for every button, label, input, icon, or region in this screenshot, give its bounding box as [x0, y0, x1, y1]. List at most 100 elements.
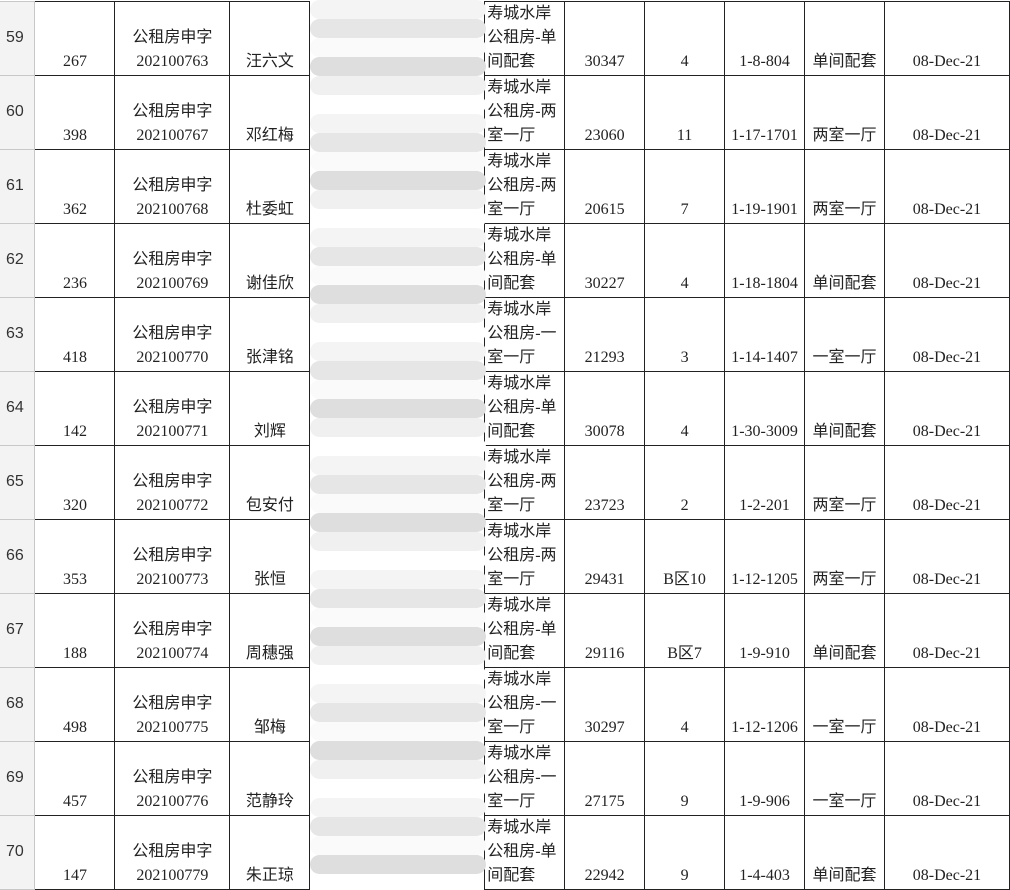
cell-redacted[interactable] [309, 667, 486, 742]
cell-name[interactable]: 邹梅 [229, 667, 311, 742]
cell-application-no[interactable]: 公租房申字 202100767 [114, 75, 231, 150]
cell-unit[interactable]: 1-8-804 [724, 1, 805, 76]
cell-type[interactable]: 单间配套 [803, 223, 885, 298]
cell-code[interactable]: 23723 [564, 445, 646, 520]
cell-seq[interactable]: 267 [34, 1, 116, 76]
cell-name[interactable]: 谢佳欣 [229, 223, 311, 298]
cell-project[interactable]: 寿城水岸公租房-单间配套 [484, 1, 566, 76]
cell-application-no[interactable]: 公租房申字 202100770 [114, 297, 231, 372]
cell-name[interactable]: 邓红梅 [229, 75, 311, 150]
cell-project[interactable]: 寿城水岸公租房-单间配套 [484, 223, 566, 298]
cell-seq[interactable]: 142 [34, 371, 116, 446]
cell-type[interactable]: 一室一厅 [803, 667, 885, 742]
cell-redacted[interactable] [309, 149, 486, 224]
cell-type[interactable]: 两室一厅 [803, 75, 885, 150]
cell-name[interactable]: 张恒 [229, 519, 311, 594]
cell-unit[interactable]: 1-4-403 [724, 815, 805, 890]
cell-project[interactable]: 寿城水岸公租房-两室一厅 [484, 149, 566, 224]
cell-name[interactable]: 汪六文 [229, 1, 311, 76]
cell-code[interactable]: 30297 [564, 667, 646, 742]
cell-unit[interactable]: 1-17-1701 [724, 75, 805, 150]
cell-building[interactable]: 4 [644, 223, 726, 298]
cell-date[interactable]: 08-Dec-21 [883, 223, 1010, 298]
cell-code[interactable]: 30227 [564, 223, 646, 298]
cell-project[interactable]: 寿城水岸公租房-两室一厅 [484, 519, 566, 594]
cell-building[interactable]: B区10 [644, 519, 726, 594]
cell-redacted[interactable] [309, 371, 486, 446]
cell-type[interactable]: 两室一厅 [803, 445, 885, 520]
cell-code[interactable]: 23060 [564, 75, 646, 150]
cell-date[interactable]: 08-Dec-21 [883, 371, 1010, 446]
cell-building[interactable]: 9 [644, 741, 726, 816]
cell-project[interactable]: 寿城水岸公租房-一室一厅 [484, 667, 566, 742]
cell-building[interactable]: 4 [644, 667, 726, 742]
cell-redacted[interactable] [309, 1, 486, 76]
row-header[interactable]: 59 [0, 1, 36, 76]
cell-building[interactable]: 3 [644, 297, 726, 372]
cell-redacted[interactable] [309, 223, 486, 298]
cell-application-no[interactable]: 公租房申字 202100774 [114, 593, 231, 668]
cell-seq[interactable]: 320 [34, 445, 116, 520]
cell-type[interactable]: 单间配套 [803, 371, 885, 446]
cell-seq[interactable]: 236 [34, 223, 116, 298]
cell-application-no[interactable]: 公租房申字 202100771 [114, 371, 231, 446]
row-header[interactable]: 63 [0, 297, 36, 372]
cell-application-no[interactable]: 公租房申字 202100775 [114, 667, 231, 742]
cell-code[interactable]: 29431 [564, 519, 646, 594]
cell-date[interactable]: 08-Dec-21 [883, 519, 1010, 594]
cell-project[interactable]: 寿城水岸公租房-两室一厅 [484, 75, 566, 150]
cell-unit[interactable]: 1-9-906 [724, 741, 805, 816]
cell-project[interactable]: 寿城水岸公租房-两室一厅 [484, 445, 566, 520]
cell-building[interactable]: 4 [644, 371, 726, 446]
cell-unit[interactable]: 1-12-1205 [724, 519, 805, 594]
cell-building[interactable]: 9 [644, 815, 726, 890]
cell-redacted[interactable] [309, 593, 486, 668]
cell-seq[interactable]: 188 [34, 593, 116, 668]
row-header[interactable]: 69 [0, 741, 36, 816]
cell-code[interactable]: 22942 [564, 815, 646, 890]
cell-building[interactable]: 11 [644, 75, 726, 150]
cell-name[interactable]: 范静玲 [229, 741, 311, 816]
row-header[interactable]: 64 [0, 371, 36, 446]
cell-project[interactable]: 寿城水岸公租房-单间配套 [484, 815, 566, 890]
cell-unit[interactable]: 1-18-1804 [724, 223, 805, 298]
cell-type[interactable]: 单间配套 [803, 1, 885, 76]
cell-code[interactable]: 21293 [564, 297, 646, 372]
cell-unit[interactable]: 1-30-3009 [724, 371, 805, 446]
cell-seq[interactable]: 418 [34, 297, 116, 372]
cell-type[interactable]: 一室一厅 [803, 297, 885, 372]
cell-redacted[interactable] [309, 75, 486, 150]
cell-name[interactable]: 朱正琼 [229, 815, 311, 890]
cell-date[interactable]: 08-Dec-21 [883, 149, 1010, 224]
cell-application-no[interactable]: 公租房申字 202100776 [114, 741, 231, 816]
row-header[interactable]: 66 [0, 519, 36, 594]
row-header[interactable]: 67 [0, 593, 36, 668]
cell-date[interactable]: 08-Dec-21 [883, 297, 1010, 372]
cell-name[interactable]: 杜委虹 [229, 149, 311, 224]
cell-redacted[interactable] [309, 815, 486, 890]
cell-type[interactable]: 两室一厅 [803, 519, 885, 594]
row-header[interactable]: 60 [0, 75, 36, 150]
cell-seq[interactable]: 353 [34, 519, 116, 594]
cell-type[interactable]: 单间配套 [803, 815, 885, 890]
cell-date[interactable]: 08-Dec-21 [883, 445, 1010, 520]
row-header[interactable]: 65 [0, 445, 36, 520]
cell-building[interactable]: 2 [644, 445, 726, 520]
cell-seq[interactable]: 457 [34, 741, 116, 816]
cell-unit[interactable]: 1-14-1407 [724, 297, 805, 372]
cell-date[interactable]: 08-Dec-21 [883, 667, 1010, 742]
cell-code[interactable]: 20615 [564, 149, 646, 224]
cell-unit[interactable]: 1-19-1901 [724, 149, 805, 224]
cell-unit[interactable]: 1-9-910 [724, 593, 805, 668]
cell-date[interactable]: 08-Dec-21 [883, 741, 1010, 816]
cell-application-no[interactable]: 公租房申字 202100768 [114, 149, 231, 224]
cell-project[interactable]: 寿城水岸公租房-单间配套 [484, 371, 566, 446]
cell-date[interactable]: 08-Dec-21 [883, 815, 1010, 890]
cell-type[interactable]: 单间配套 [803, 593, 885, 668]
cell-seq[interactable]: 498 [34, 667, 116, 742]
cell-type[interactable]: 一室一厅 [803, 741, 885, 816]
cell-name[interactable]: 周穗强 [229, 593, 311, 668]
cell-seq[interactable]: 362 [34, 149, 116, 224]
cell-code[interactable]: 29116 [564, 593, 646, 668]
cell-project[interactable]: 寿城水岸公租房-一室一厅 [484, 741, 566, 816]
